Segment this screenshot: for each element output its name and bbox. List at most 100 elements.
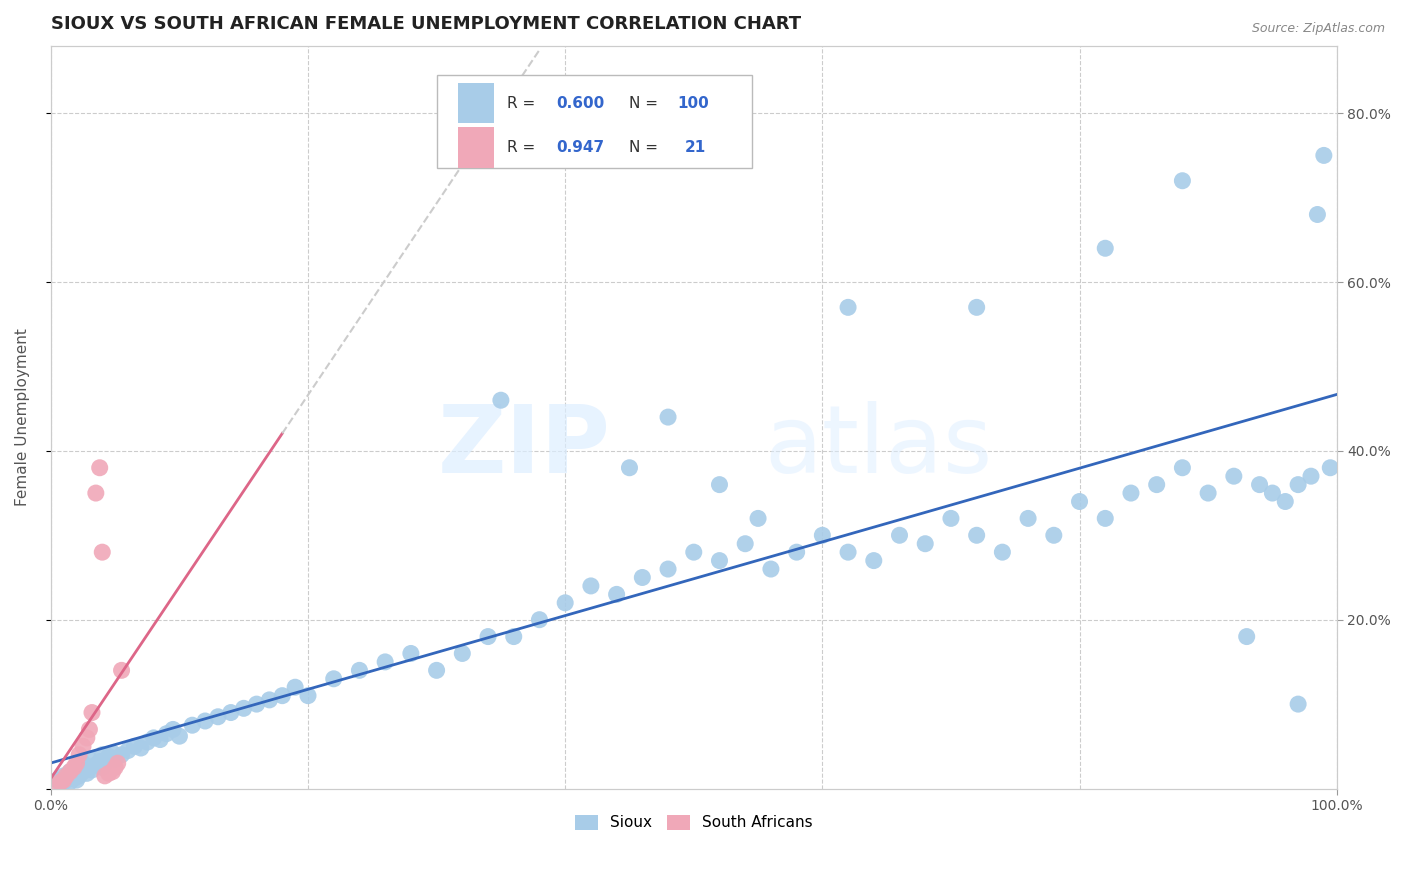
Legend: Sioux, South Africans: Sioux, South Africans <box>568 808 818 837</box>
Point <box>84 486 107 500</box>
Point <box>1313 148 1336 162</box>
Point <box>837 301 859 315</box>
Point <box>1171 174 1194 188</box>
Point <box>1094 511 1116 525</box>
Point <box>219 706 242 720</box>
Point <box>1299 469 1322 483</box>
Text: 0.947: 0.947 <box>557 140 605 155</box>
Text: R =: R = <box>508 140 540 155</box>
Point <box>1249 477 1271 491</box>
Point <box>52 774 75 789</box>
Text: ZIP: ZIP <box>437 401 610 492</box>
Point <box>837 545 859 559</box>
Point <box>67 747 90 762</box>
Point <box>991 545 1014 559</box>
Point <box>606 587 628 601</box>
Text: N =: N = <box>630 95 664 111</box>
Point <box>747 511 769 525</box>
Point <box>72 739 94 754</box>
Text: 100: 100 <box>678 95 709 111</box>
Point <box>259 693 281 707</box>
Point <box>76 731 98 745</box>
Point <box>117 743 139 757</box>
Point <box>79 723 101 737</box>
Point <box>52 769 75 783</box>
Point <box>91 760 114 774</box>
Point <box>52 773 75 788</box>
Point <box>426 664 449 678</box>
Point <box>889 528 911 542</box>
Point <box>502 630 524 644</box>
Point <box>297 689 319 703</box>
Point <box>124 739 146 754</box>
Point <box>529 613 551 627</box>
Bar <box>458 127 495 168</box>
Point <box>65 756 87 771</box>
Point <box>72 764 94 779</box>
Point <box>811 528 834 542</box>
Point <box>97 766 120 780</box>
Point <box>169 729 191 743</box>
Point <box>451 647 474 661</box>
Point <box>1119 486 1142 500</box>
Point <box>1171 460 1194 475</box>
Point <box>619 460 641 475</box>
Point <box>59 764 82 779</box>
Point <box>657 562 679 576</box>
Point <box>142 731 165 745</box>
Point <box>63 772 86 786</box>
Point <box>554 596 576 610</box>
Point <box>104 760 127 774</box>
Point <box>374 655 396 669</box>
Point <box>657 410 679 425</box>
Point <box>59 774 82 789</box>
Point <box>349 664 371 678</box>
Point <box>91 545 114 559</box>
Point <box>245 697 267 711</box>
Point <box>136 735 159 749</box>
Point <box>1286 697 1309 711</box>
Point <box>966 528 988 542</box>
Point <box>55 769 77 783</box>
Y-axis label: Female Unemployment: Female Unemployment <box>15 328 30 506</box>
Point <box>862 553 884 567</box>
Point <box>65 773 87 788</box>
Point <box>79 760 101 774</box>
Point <box>72 756 94 771</box>
Point <box>1017 511 1039 525</box>
Point <box>1261 486 1284 500</box>
Point <box>1069 494 1091 508</box>
Point <box>477 630 499 644</box>
Point <box>91 747 114 762</box>
Point <box>59 764 82 779</box>
Point <box>84 757 107 772</box>
Point <box>271 689 294 703</box>
Point <box>914 537 936 551</box>
Point <box>709 553 731 567</box>
Point <box>149 732 172 747</box>
Point <box>194 714 217 728</box>
Point <box>65 760 87 774</box>
Point <box>97 749 120 764</box>
Point <box>55 773 77 788</box>
Point <box>284 680 307 694</box>
Text: Source: ZipAtlas.com: Source: ZipAtlas.com <box>1251 22 1385 36</box>
Point <box>579 579 602 593</box>
Point <box>129 741 152 756</box>
Point <box>104 752 127 766</box>
Point <box>709 477 731 491</box>
Point <box>101 764 124 779</box>
FancyBboxPatch shape <box>437 76 752 169</box>
Point <box>46 773 69 788</box>
Point <box>1286 477 1309 491</box>
Point <box>79 752 101 766</box>
Point <box>232 701 254 715</box>
Point <box>94 756 117 771</box>
Point <box>76 766 98 780</box>
Point <box>110 664 132 678</box>
Point <box>734 537 756 551</box>
Point <box>207 710 229 724</box>
Point <box>89 460 111 475</box>
Point <box>49 777 72 791</box>
Point <box>1274 494 1296 508</box>
